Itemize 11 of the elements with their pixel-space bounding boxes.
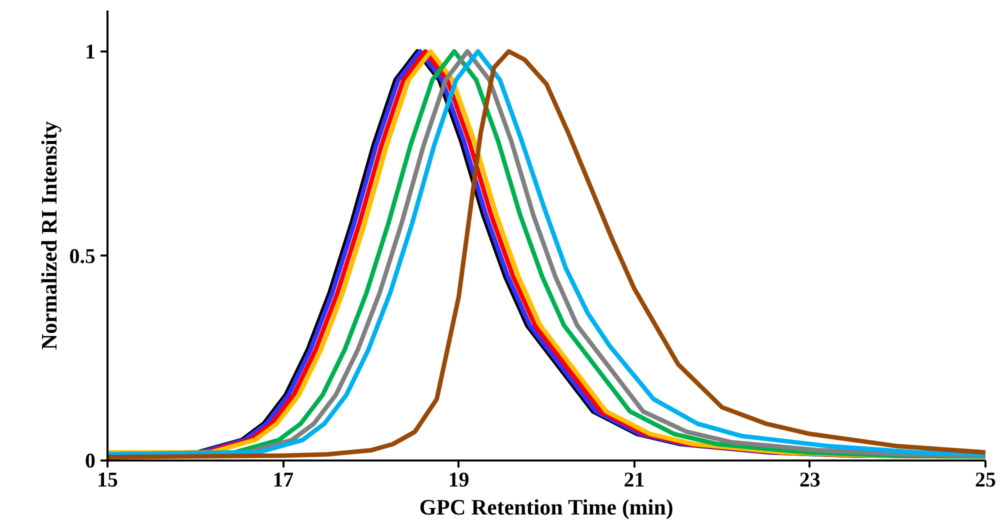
x-axis-title: GPC Retention Time (min) xyxy=(419,494,674,520)
x-tick-label: 25 xyxy=(975,468,996,492)
y-tick-label: 0 xyxy=(85,448,96,472)
x-tick-label: 21 xyxy=(624,468,645,492)
x-tick-label: 19 xyxy=(448,468,470,492)
x-tick-label: 15 xyxy=(97,468,118,492)
y-tick-label: 1 xyxy=(85,39,96,64)
y-axis-title: Normalized RI Intensity xyxy=(36,121,62,350)
y-tick-label: 0.5 xyxy=(69,244,96,268)
x-tick-label: 17 xyxy=(272,468,294,492)
x-tick-label: 23 xyxy=(799,468,820,492)
